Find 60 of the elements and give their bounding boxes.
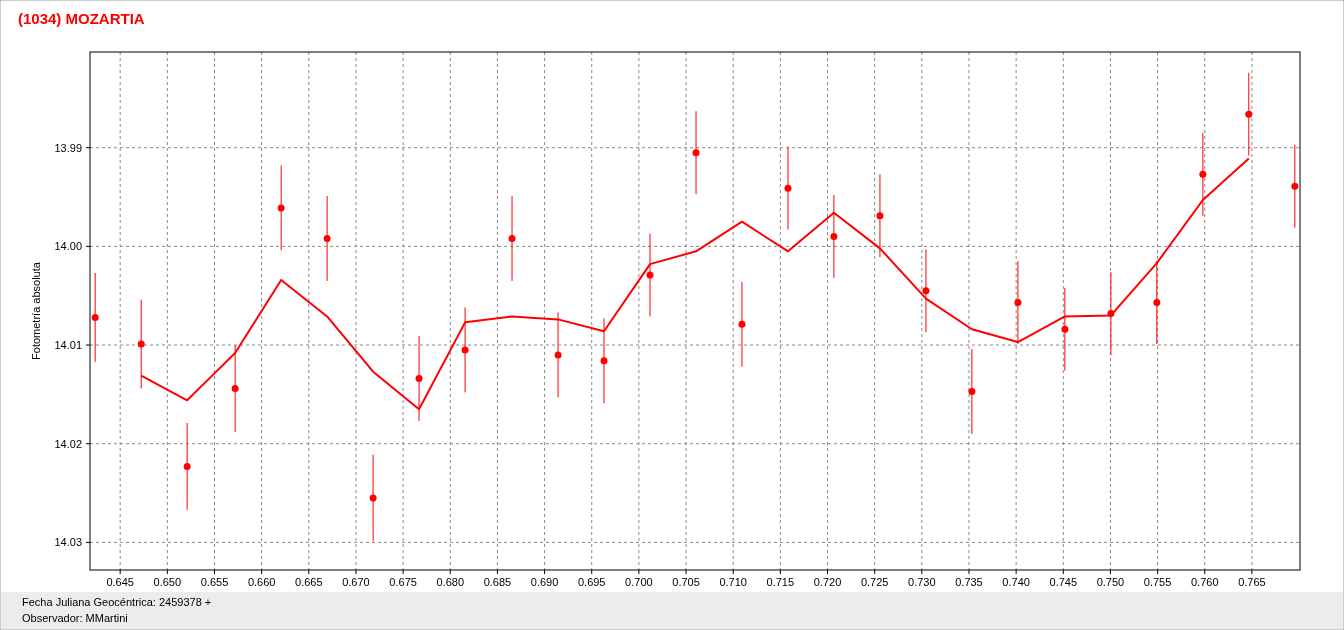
- point: [1199, 170, 1207, 178]
- y-tick-label: 13.99: [54, 141, 82, 154]
- point: [1061, 325, 1069, 333]
- y-axis-title: Fotometría absoluta: [30, 261, 42, 360]
- point: [508, 234, 516, 242]
- point: [137, 340, 145, 348]
- point: [922, 287, 930, 295]
- y-tick-label: 14.03: [54, 536, 82, 549]
- text: Observador: MMartini: [22, 612, 128, 624]
- point: [1153, 299, 1161, 307]
- point: [183, 462, 191, 470]
- point: [323, 234, 331, 242]
- x-tick-label: 0.705: [672, 576, 700, 588]
- point: [646, 271, 654, 279]
- x-axis-title: Fecha Juliana Geocéntrica: 2459378 +: [22, 596, 212, 608]
- y-tick-label: 14.01: [54, 339, 82, 352]
- x-tick-label: 0.735: [955, 576, 983, 588]
- x-tick-label: 0.650: [153, 576, 182, 588]
- x-tick-label: 0.730: [908, 576, 936, 588]
- x-tick-label: 0.645: [106, 576, 134, 588]
- point: [738, 320, 746, 328]
- x-tick-label: 0.765: [1238, 576, 1266, 588]
- x-tick-label: 0.720: [813, 576, 842, 588]
- x-tick-label: 0.700: [625, 576, 653, 588]
- point: [231, 384, 239, 392]
- chart-title: (1034) MOZARTIA: [18, 10, 145, 27]
- x-tick-label: 0.685: [483, 576, 512, 588]
- x-tick-label: 0.675: [389, 576, 417, 588]
- x-tick-label: 0.745: [1049, 576, 1078, 588]
- x-tick-label: 0.740: [1002, 576, 1030, 588]
- x-tick-label: 0.695: [577, 576, 606, 588]
- point: [91, 313, 99, 321]
- point: [1245, 110, 1253, 118]
- x-tick-label: 0.680: [436, 576, 465, 588]
- x-tick-label: 0.665: [295, 576, 323, 588]
- point: [554, 351, 562, 359]
- point: [876, 212, 884, 220]
- point: [784, 184, 792, 192]
- x-tick-label: 0.715: [766, 576, 795, 588]
- x-tick-label: 0.670: [342, 576, 370, 588]
- point: [277, 204, 285, 212]
- x-tick-label: 0.710: [719, 576, 747, 588]
- y-tick-label: 14.00: [54, 240, 82, 253]
- x-tick-label: 0.655: [200, 576, 229, 588]
- y-tick-label: 14.02: [54, 437, 82, 450]
- x-tick-label: 0.760: [1190, 576, 1219, 588]
- x-tick-label: 0.660: [247, 576, 276, 588]
- point: [1014, 299, 1022, 307]
- x-tick-label: 0.755: [1143, 576, 1172, 588]
- point: [692, 149, 700, 157]
- x-tick-label: 0.725: [860, 576, 889, 588]
- x-tick-label: 0.690: [530, 576, 559, 588]
- point: [600, 357, 608, 365]
- x-tick-label: 0.750: [1096, 576, 1125, 588]
- point: [461, 346, 469, 354]
- point: [968, 387, 976, 395]
- point: [830, 233, 838, 241]
- point: [1291, 182, 1299, 190]
- point: [369, 494, 377, 502]
- point: [415, 375, 423, 383]
